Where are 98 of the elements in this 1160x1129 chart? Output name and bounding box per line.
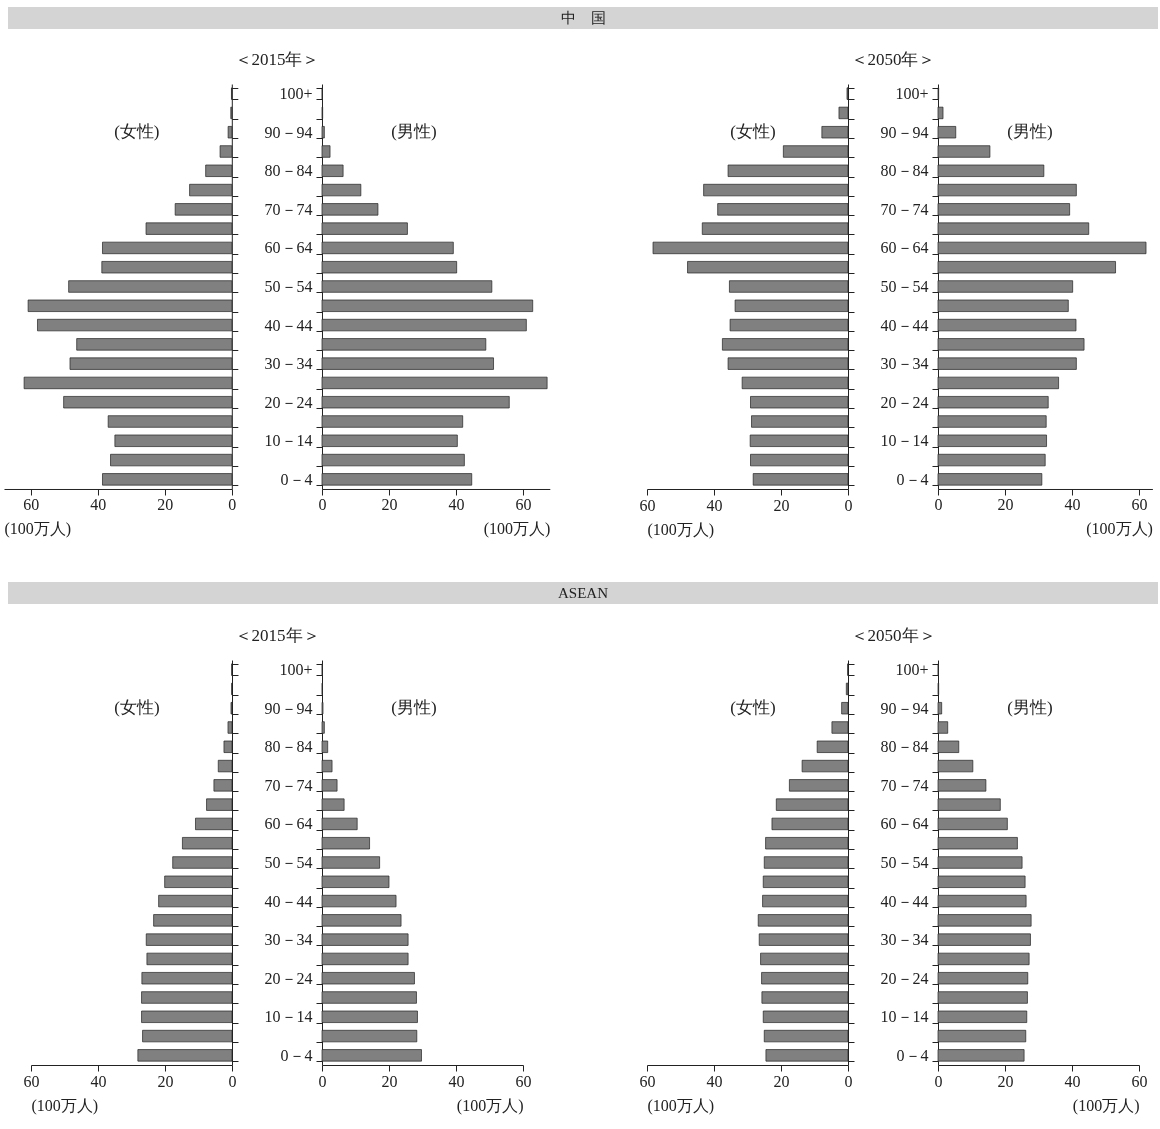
x-tick-label: 60 bbox=[1131, 1072, 1148, 1090]
y-tick-label: 0－4 bbox=[280, 470, 313, 488]
chart-title: ＜2015年＞ bbox=[234, 626, 320, 645]
text: (男性) bbox=[391, 122, 437, 142]
x-tick-label: 20 bbox=[381, 1072, 398, 1090]
y-tick-label: 80－84 bbox=[880, 738, 929, 756]
x-axis-title: (100万人) bbox=[4, 520, 72, 539]
y-tick-label: 60－64 bbox=[880, 239, 929, 257]
y-tick-label: 0－4 bbox=[280, 1046, 313, 1064]
y-tick-label: 0－4 bbox=[896, 470, 929, 488]
x-tick-label: 0 bbox=[934, 496, 943, 514]
y-tick-label: 30－34 bbox=[264, 355, 313, 373]
y-tick-label: 70－74 bbox=[264, 776, 313, 794]
x-tick-label: 40 bbox=[706, 496, 723, 514]
y-tick-label: 40－44 bbox=[880, 316, 929, 334]
x-tick-label: 60 bbox=[515, 1072, 532, 1090]
x-tick-label: 40 bbox=[90, 496, 107, 514]
x-tick-label: 0 bbox=[318, 496, 327, 514]
x-tick-label: 40 bbox=[1064, 1072, 1081, 1090]
text: (女性) bbox=[730, 698, 776, 718]
x-tick-label: 0 bbox=[318, 1072, 327, 1090]
x-tick-label: 40 bbox=[1064, 496, 1081, 514]
y-tick-label: 50－54 bbox=[264, 854, 313, 871]
y-tick-label: 10－14 bbox=[264, 432, 313, 450]
x-tick-label: 40 bbox=[90, 1072, 107, 1090]
y-tick-label: 100+ bbox=[895, 661, 929, 679]
x-tick-label: 0 bbox=[228, 496, 237, 514]
y-tick-label: 10－14 bbox=[880, 1008, 929, 1026]
x-tick-label: 20 bbox=[997, 496, 1014, 514]
x-tick-label: 20 bbox=[997, 1072, 1014, 1090]
y-tick-label: 80－84 bbox=[264, 162, 313, 180]
x-axis-title: (100万人) bbox=[31, 1096, 99, 1115]
y-tick-label: 100+ bbox=[895, 85, 929, 103]
y-tick-label: 80－84 bbox=[880, 162, 929, 180]
x-axis-title: (100万人) bbox=[647, 520, 715, 539]
x-tick-label: 0 bbox=[844, 496, 853, 514]
y-tick-label: 90－94 bbox=[880, 699, 929, 717]
x-tick-label: 0 bbox=[228, 1072, 237, 1090]
x-tick-label: 20 bbox=[773, 1072, 790, 1090]
y-tick-label: 60－64 bbox=[264, 239, 313, 257]
x-tick-label: 0 bbox=[844, 1072, 853, 1090]
y-tick-label: 50－54 bbox=[880, 854, 929, 871]
y-tick-label: 90－94 bbox=[264, 123, 313, 141]
text: (女性) bbox=[114, 122, 160, 142]
x-tick-label: 40 bbox=[448, 496, 465, 514]
x-axis-title: (100万人) bbox=[647, 1096, 715, 1115]
y-tick-label: 40－44 bbox=[264, 892, 313, 910]
text: (男性) bbox=[391, 698, 437, 718]
y-tick-label: 90－94 bbox=[880, 123, 929, 141]
y-tick-label: 100+ bbox=[279, 85, 313, 103]
y-tick-label: 20－24 bbox=[880, 393, 929, 411]
y-tick-label: 30－34 bbox=[880, 355, 929, 373]
x-tick-label: 60 bbox=[639, 496, 656, 514]
y-tick-label: 20－24 bbox=[264, 969, 313, 987]
x-tick-label: 60 bbox=[515, 496, 532, 514]
x-tick-label: 60 bbox=[23, 1072, 40, 1090]
x-tick-label: 20 bbox=[773, 496, 790, 514]
x-axis-title: (100万人) bbox=[1086, 520, 1153, 539]
text: 中 国 bbox=[8, 7, 1158, 29]
y-tick-label: 10－14 bbox=[264, 1008, 313, 1026]
x-tick-label: 60 bbox=[23, 496, 40, 514]
x-tick-label: 20 bbox=[157, 496, 174, 514]
y-tick-label: 40－44 bbox=[264, 316, 313, 334]
y-tick-label: 80－84 bbox=[264, 738, 313, 756]
y-tick-label: 90－94 bbox=[264, 699, 313, 717]
text: (女性) bbox=[114, 698, 160, 718]
y-tick-label: 70－74 bbox=[264, 200, 313, 218]
x-axis-title: (100万人) bbox=[1072, 1096, 1140, 1115]
y-tick-label: 30－34 bbox=[880, 931, 929, 949]
y-tick-label: 100+ bbox=[279, 661, 313, 679]
chart-title: ＜2050年＞ bbox=[850, 626, 936, 645]
x-axis-title: (100万人) bbox=[483, 520, 551, 539]
y-tick-label: 20－24 bbox=[264, 393, 313, 411]
x-tick-label: 40 bbox=[706, 1072, 723, 1090]
y-tick-label: 50－54 bbox=[880, 278, 929, 295]
y-tick-label: 20－24 bbox=[880, 969, 929, 987]
y-tick-label: 70－74 bbox=[880, 776, 929, 794]
text: ASEAN bbox=[8, 582, 1158, 604]
series-label: (女性) bbox=[730, 122, 776, 142]
y-tick-label: 0－4 bbox=[896, 1046, 929, 1064]
x-axis-title: (100万人) bbox=[456, 1096, 524, 1115]
chart-title: ＜2050年＞ bbox=[850, 50, 936, 70]
x-tick-label: 60 bbox=[639, 1072, 656, 1090]
y-tick-label: 40－44 bbox=[880, 892, 929, 910]
y-tick-label: 60－64 bbox=[264, 815, 313, 833]
y-tick-label: 70－74 bbox=[880, 200, 929, 218]
series-label: (男性) bbox=[1007, 122, 1053, 142]
text: (男性) bbox=[1007, 698, 1053, 718]
x-tick-label: 40 bbox=[448, 1072, 465, 1090]
y-tick-label: 30－34 bbox=[264, 931, 313, 949]
chart-title: ＜2015年＞ bbox=[234, 50, 320, 69]
x-tick-label: 20 bbox=[157, 1072, 174, 1090]
x-tick-label: 60 bbox=[1131, 496, 1148, 514]
x-tick-label: 0 bbox=[934, 1072, 943, 1090]
y-tick-label: 50－54 bbox=[264, 278, 313, 295]
x-tick-label: 20 bbox=[381, 496, 398, 514]
y-tick-label: 60－64 bbox=[880, 815, 929, 833]
y-tick-label: 10－14 bbox=[880, 432, 929, 450]
